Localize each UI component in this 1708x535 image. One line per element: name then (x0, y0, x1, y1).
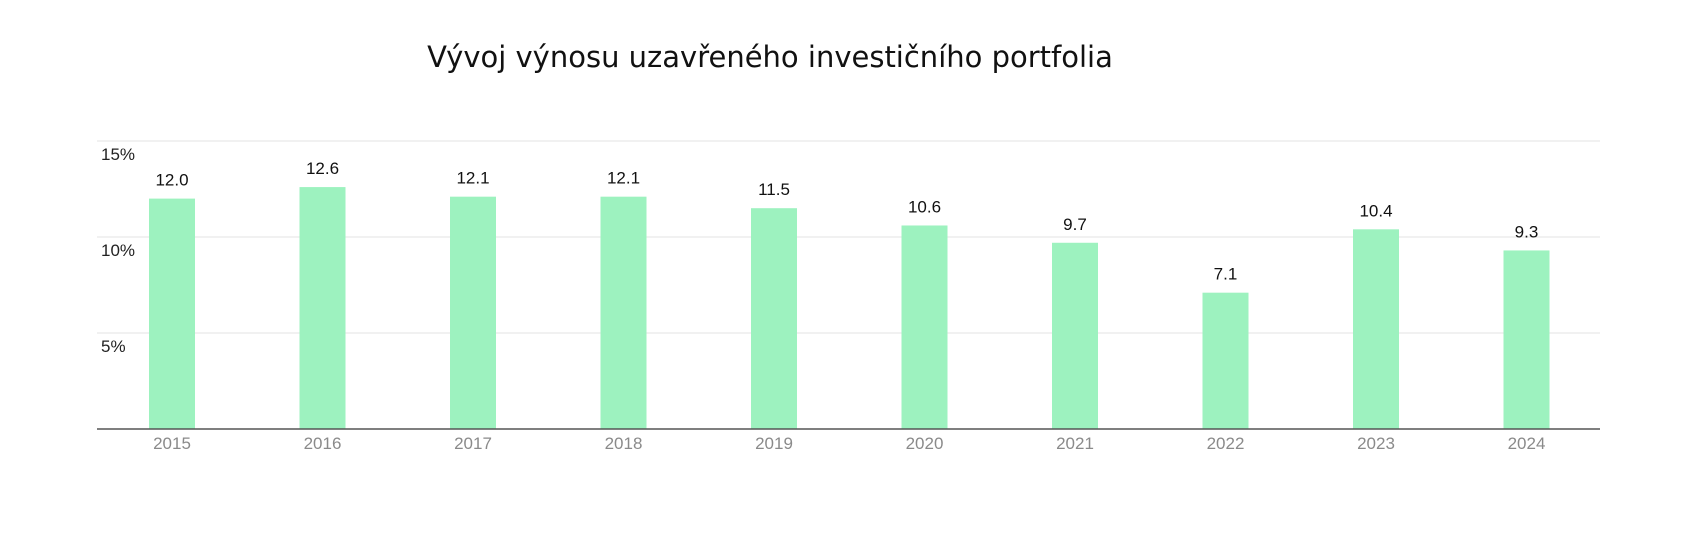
x-tick-label-2022: 2022 (1207, 434, 1245, 453)
x-tick-label-2020: 2020 (906, 434, 944, 453)
y-tick-label: 10% (101, 241, 135, 260)
bar-2017 (450, 196, 496, 429)
bar-2018 (600, 196, 647, 429)
x-tick-label-2017: 2017 (454, 434, 492, 453)
data-label-2021: 9.7 (1063, 215, 1087, 234)
bar-2020 (901, 225, 948, 429)
y-axis-ticks: 5% 10% 15% (101, 145, 135, 356)
data-label-2015: 12.0 (155, 171, 188, 190)
x-tick-label-2015: 2015 (153, 434, 191, 453)
data-label-2023: 10.4 (1359, 201, 1392, 220)
bar-2021 (1052, 242, 1098, 429)
x-tick-label-2018: 2018 (605, 434, 643, 453)
data-label-2020: 10.6 (908, 197, 941, 216)
data-label-2018: 12.1 (607, 169, 640, 188)
data-label-2017: 12.1 (456, 169, 489, 188)
bar-2015 (149, 198, 195, 429)
x-tick-label-2019: 2019 (755, 434, 793, 453)
y-tick-label: 15% (101, 145, 135, 164)
data-label-2022: 7.1 (1214, 265, 1238, 284)
bar-2016 (299, 187, 346, 429)
x-tick-label-2023: 2023 (1357, 434, 1395, 453)
chart-title: Vývoj výnosu uzavřeného investičního por… (427, 40, 1113, 74)
y-tick-label: 5% (101, 337, 126, 356)
bar-2023 (1353, 229, 1399, 429)
x-axis-ticks: 2015 2016 2017 2018 2019 2020 2021 2022 2023 2024 (153, 434, 1545, 453)
data-labels: 12.0 12.6 12.1 12.1 11.5 10.6 9.7 7.1 10.4 9.3 (155, 159, 1538, 284)
bar-2024 (1503, 250, 1550, 429)
data-label-2016: 12.6 (306, 159, 339, 178)
x-tick-label-2021: 2021 (1056, 434, 1094, 453)
x-tick-label-2016: 2016 (304, 434, 342, 453)
x-tick-label-2024: 2024 (1508, 434, 1546, 453)
data-label-2019: 11.5 (758, 180, 790, 199)
bar-2019 (751, 208, 797, 429)
data-label-2024: 9.3 (1515, 222, 1539, 241)
bars (149, 187, 1550, 429)
grid-lines (97, 140, 1600, 334)
bar-2022 (1202, 292, 1249, 429)
